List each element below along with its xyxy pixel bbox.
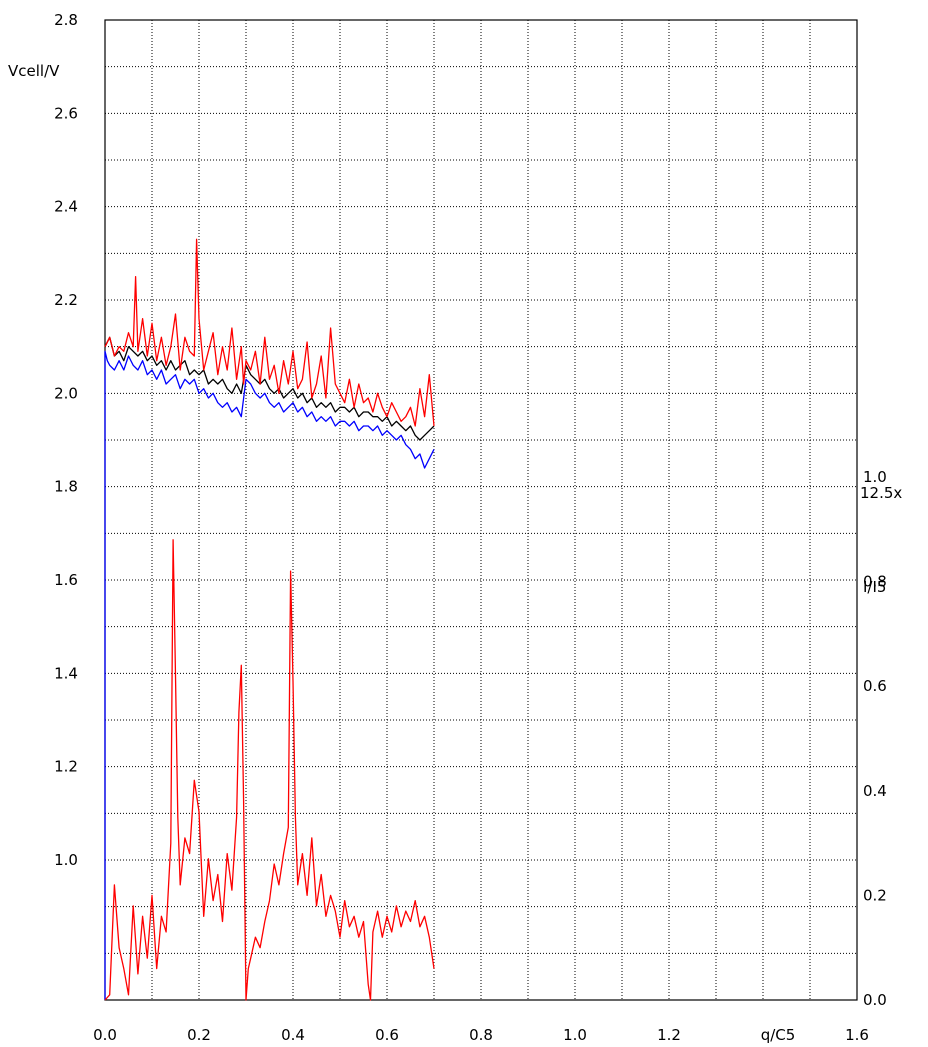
y2-scale-note: 12.5x [860, 484, 902, 502]
x-tick-label: 1.2 [657, 1026, 681, 1044]
series-line-1 [104, 350, 435, 1000]
y-tick-label: 1.4 [54, 664, 78, 682]
x-tick-label: 0.0 [93, 1026, 117, 1044]
x-tick-label: 0.2 [187, 1026, 211, 1044]
x-axis-label: q/C5 [761, 1026, 796, 1044]
y2-tick-label: 0.8 [863, 573, 887, 591]
y2-tick-label: 1.0 [863, 468, 887, 486]
series-line-3 [104, 238, 435, 427]
y2-tick-label: 0.4 [863, 782, 887, 800]
y-tick-labels: 1.0 1.2 1.4 1.6 1.8 2.0 2.2 2.4 2.6 2.8 [54, 11, 78, 869]
y-tick-label: 2.8 [54, 11, 78, 29]
x-tick-labels: 0.0 0.2 0.4 0.6 0.8 1.0 1.2 1.6 [93, 1026, 869, 1044]
y2-tick-labels: 0.0 0.2 0.4 0.6 0.8 1.0 [863, 468, 887, 1009]
y2-tick-label: 0.2 [863, 886, 887, 904]
y-axis-label: Vcell/V [8, 62, 60, 80]
x-tick-label: 1.0 [563, 1026, 587, 1044]
x-tick-label: 1.6 [845, 1026, 869, 1044]
series-line-4 [104, 539, 435, 1001]
y-tick-label: 2.2 [54, 291, 78, 309]
series-layer [104, 238, 435, 1001]
x-tick-label: 0.6 [375, 1026, 399, 1044]
x-tick-label: 0.8 [469, 1026, 493, 1044]
x-tick-label: 0.4 [281, 1026, 305, 1044]
y-tick-label: 1.2 [54, 758, 78, 776]
y-tick-label: 2.6 [54, 104, 78, 122]
y-tick-label: 2.4 [54, 198, 78, 216]
y-tick-label: 1.0 [54, 851, 78, 869]
y-tick-label: 2.0 [54, 384, 78, 402]
y2-axis-label: I/I5 [863, 578, 886, 596]
y-tick-label: 1.6 [54, 571, 78, 589]
y-tick-label: 1.8 [54, 478, 78, 496]
series-line-2 [104, 336, 435, 441]
y2-tick-label: 0.6 [863, 677, 887, 695]
y2-tick-label: 0.0 [863, 991, 887, 1009]
grid [105, 20, 857, 1000]
